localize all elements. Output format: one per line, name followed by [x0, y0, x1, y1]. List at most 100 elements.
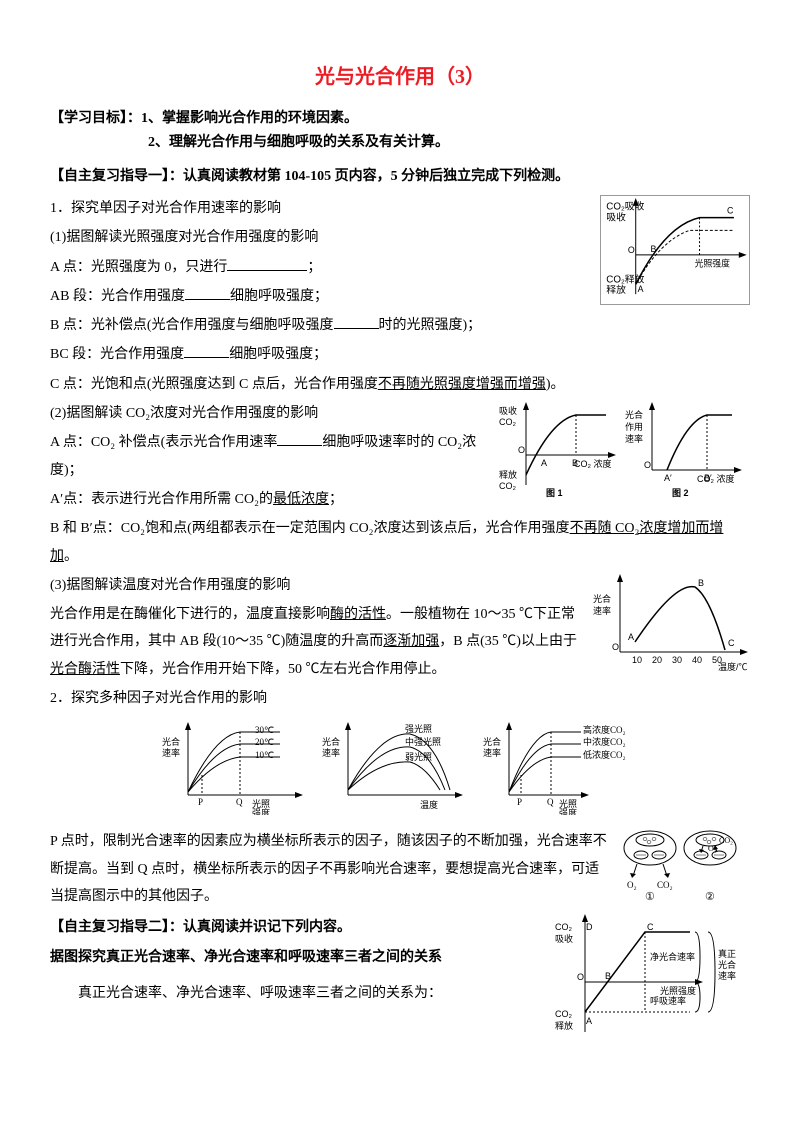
svg-text:CO₂: CO₂: [499, 417, 517, 427]
svg-text:光合: 光合: [322, 736, 340, 747]
svg-text:B: B: [698, 578, 704, 588]
svg-text:CO₂: CO₂: [555, 922, 573, 932]
svg-text:高浓度CO₂: 高浓度CO₂: [583, 724, 626, 735]
svg-text:A: A: [638, 284, 644, 294]
svg-text:释放: 释放: [606, 283, 626, 296]
svg-text:O₂: O₂: [708, 844, 717, 853]
svg-text:O: O: [577, 972, 584, 982]
page-title: 光与光合作用（3）: [50, 60, 750, 89]
svg-text:吸收: 吸收: [499, 405, 517, 416]
section-2-heading: 2．探究多种因子对光合作用的影响: [50, 685, 750, 712]
svg-text:中强光照: 中强光照: [405, 736, 441, 747]
svg-text:光合: 光合: [483, 736, 501, 747]
svg-text:O: O: [644, 460, 651, 470]
svg-text:吸收: 吸收: [606, 211, 626, 224]
svg-text:A: A: [628, 632, 634, 642]
multi-factor-charts: 光合速率 30℃ 20℃ 10℃ P Q 光照强度 光合速率 强光照 中强光照 …: [50, 720, 750, 820]
s1-2b: B 和 B′点：CO₂饱和点(两组都表示在一定范围内 CO₂浓度达到该点后，光合…: [50, 515, 750, 570]
svg-text:净光合速率: 净光合速率: [650, 951, 695, 962]
svg-text:①: ①: [645, 891, 655, 903]
goal-line-2: 2、理解光合作用与细胞呼吸的关系及有关计算。: [148, 131, 750, 151]
svg-text:速率: 速率: [162, 747, 180, 758]
svg-text:O: O: [518, 445, 525, 455]
svg-text:光合: 光合: [625, 409, 643, 420]
svg-text:CO₂: CO₂: [719, 836, 733, 845]
svg-text:光照强度: 光照强度: [695, 258, 730, 269]
svg-text:真正: 真正: [718, 948, 736, 959]
co2-charts: 吸收 CO₂ 释放 CO₂ CO₂ 浓度 A B O 图 1 光合 作用 速率 …: [490, 400, 750, 505]
svg-text:10: 10: [632, 655, 642, 665]
svg-text:CO₂: CO₂: [555, 1009, 573, 1019]
svg-text:图 1: 图 1: [546, 488, 563, 498]
svg-text:B: B: [650, 244, 656, 254]
svg-text:C: C: [727, 206, 734, 216]
svg-text:释放: 释放: [555, 1020, 573, 1031]
svg-text:A′: A′: [664, 473, 672, 483]
svg-text:强度: 强度: [252, 807, 270, 815]
svg-text:图 2: 图 2: [672, 488, 689, 498]
svg-text:光照强度: 光照强度: [660, 985, 696, 996]
svg-text:作用: 作用: [625, 421, 643, 432]
svg-text:30℃: 30℃: [255, 725, 274, 735]
goal-line-1: 【学习目标】：1、掌握影响光合作用的环境因素。: [50, 107, 750, 127]
svg-text:强度: 强度: [559, 807, 577, 815]
svg-text:吸收: 吸收: [555, 933, 573, 944]
svg-text:CO₂吸收: CO₂吸收: [606, 200, 644, 213]
blank: [277, 445, 322, 446]
svg-text:中浓度CO₂: 中浓度CO₂: [583, 736, 626, 747]
rate-relationship-chart: CO₂吸收 CO₂释放 光照强度 A B C D O 净光合速率 呼吸速率 真正…: [550, 912, 750, 1047]
svg-text:40: 40: [692, 655, 702, 665]
temperature-chart: 光合 速率 A B C O 10 20 30 40 50 温度/℃: [590, 572, 750, 677]
svg-text:B: B: [605, 971, 611, 981]
svg-text:20: 20: [652, 655, 662, 665]
blank: [227, 270, 307, 271]
s1-bc: BC 段：光合作用强度细胞呼吸强度；: [50, 341, 750, 368]
svg-text:CO₂: CO₂: [499, 481, 517, 491]
blank: [185, 299, 230, 300]
svg-text:Q: Q: [547, 797, 554, 807]
s1-b: B 点：光补偿点(光合作用强度与细胞呼吸强度时的光照强度)；: [50, 312, 750, 339]
svg-text:光合: 光合: [162, 736, 180, 747]
svg-text:光合: 光合: [718, 959, 736, 970]
svg-text:A: A: [586, 1016, 592, 1026]
svg-text:呼吸速率: 呼吸速率: [650, 995, 686, 1006]
svg-text:速率: 速率: [593, 605, 611, 616]
svg-text:B′: B′: [704, 473, 712, 483]
svg-text:速率: 速率: [625, 433, 643, 444]
svg-text:A: A: [541, 458, 547, 468]
svg-text:CO₂: CO₂: [657, 880, 673, 890]
guide-1-label: 【自主复习指导一】：: [50, 169, 183, 184]
svg-text:温度/℃: 温度/℃: [718, 661, 748, 672]
svg-text:10℃: 10℃: [255, 750, 274, 760]
svg-text:P: P: [198, 797, 203, 807]
light-intensity-chart: CO₂吸收 吸收 CO₂释放 释放 光照强度 A B C O: [600, 195, 750, 310]
svg-text:20℃: 20℃: [255, 737, 274, 747]
svg-text:释放: 释放: [499, 469, 517, 480]
svg-text:CO₂ 浓度: CO₂ 浓度: [697, 473, 735, 484]
svg-text:低浓度CO₂: 低浓度CO₂: [583, 749, 626, 760]
svg-text:速率: 速率: [718, 970, 736, 981]
guide-1: 【自主复习指导一】：认真阅读教材第 104-105 页内容，5 分钟后独立完成下…: [50, 165, 750, 185]
svg-text:C: C: [647, 922, 654, 932]
svg-text:P: P: [517, 797, 522, 807]
goal-label: 【学习目标】：: [50, 111, 141, 126]
svg-text:速率: 速率: [483, 747, 501, 758]
svg-text:光合: 光合: [593, 593, 611, 604]
guide-1-text: 认真阅读教材第 104-105 页内容，5 分钟后独立完成下列检测。: [183, 169, 569, 184]
goal-1: 1、掌握影响光合作用的环境因素。: [141, 111, 358, 126]
svg-text:O: O: [628, 245, 635, 255]
svg-text:CO₂ 浓度: CO₂ 浓度: [574, 458, 612, 469]
svg-text:O: O: [612, 642, 619, 652]
svg-text:温度: 温度: [420, 799, 438, 810]
s1-c: C 点：光饱和点(光照强度达到 C 点后，光合作用强度不再随光照强度增强而增强)…: [50, 371, 750, 398]
svg-text:D: D: [586, 922, 593, 932]
guide-2-label: 【自主复习指导二】：: [50, 920, 183, 935]
blank: [184, 357, 229, 358]
svg-text:C: C: [728, 638, 735, 648]
cell-diagrams: O₂ CO₂ ① O₂ CO₂ ②: [610, 828, 750, 906]
svg-text:Q: Q: [236, 797, 243, 807]
svg-text:②: ②: [705, 891, 715, 903]
blank: [334, 328, 379, 329]
svg-text:弱光照: 弱光照: [405, 751, 432, 762]
svg-text:O₂: O₂: [627, 880, 637, 890]
